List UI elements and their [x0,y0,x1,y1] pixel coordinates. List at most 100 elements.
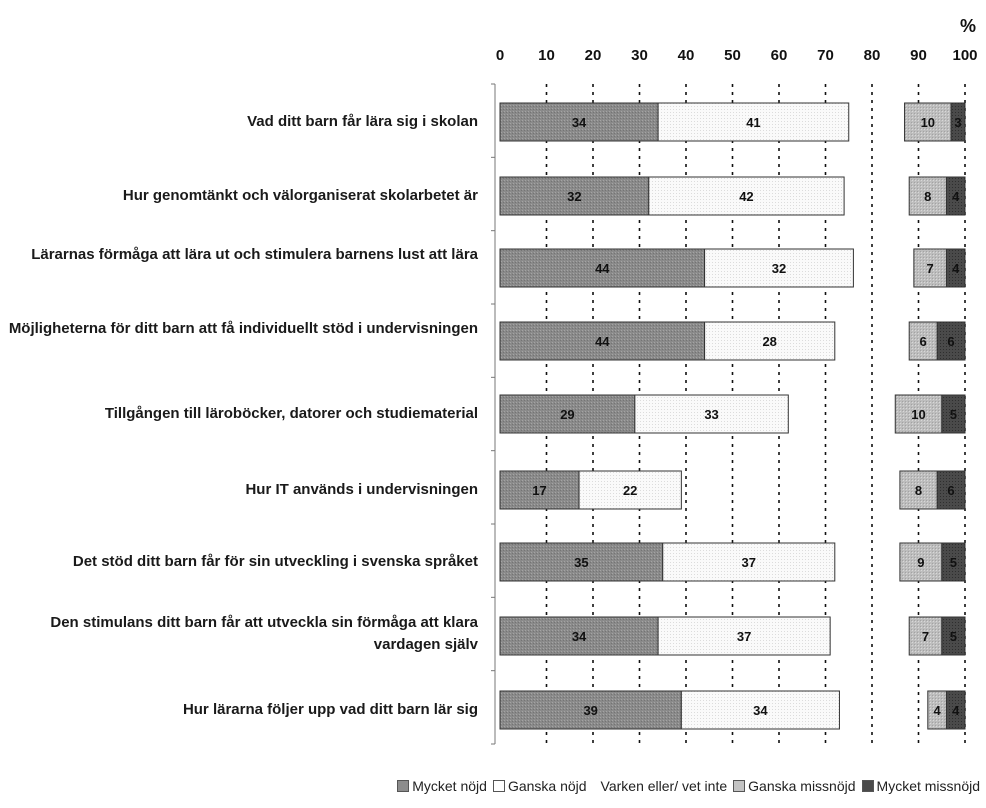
bar-segment [578,470,682,510]
bar-segment [662,542,836,582]
bar-segment [904,102,952,142]
category-label: Hur genomtänkt och välorganiserat skolar… [122,187,478,204]
bar-segment [499,470,580,510]
category-label: Möjligheterna för ditt barn att få indiv… [8,320,478,337]
bar-segment [680,690,840,730]
category-label: Vad ditt barn får lära sig i skolan [247,113,478,130]
x-tick-label: 70 [817,47,834,64]
bar-segment [894,394,943,434]
data-label: 8 [924,189,931,204]
bar-segment [657,102,850,142]
legend-swatch [733,780,746,792]
x-tick-label: 10 [538,47,555,64]
bar-segment [634,394,789,434]
legend-swatch [397,780,410,792]
bar-segment [704,321,836,361]
legend-label: Varken eller/ vet inte [600,778,728,794]
bar-segment [908,176,947,216]
x-tick-label: 20 [585,47,602,64]
data-label: 44 [595,334,610,349]
data-label: 5 [950,407,957,422]
data-label: 4 [933,703,941,718]
legend-label: Ganska missnöjd [748,778,856,794]
data-label: 41 [746,115,760,130]
x-tick-label: 0 [496,47,504,64]
x-tick-label: 60 [771,47,788,64]
data-label: 3 [954,115,961,130]
category-label: Hur lärarna följer upp vad ditt barn lär… [182,701,478,718]
x-tick-label: 50 [724,47,741,64]
category-label: Den stimulans ditt barn får att utveckla… [50,614,478,653]
legend-label: Mycket nöjd [412,778,487,794]
data-label: 35 [574,555,588,570]
data-label: 34 [753,703,768,718]
legend-item: Ganska missnöjd [733,778,856,794]
data-label: 4 [952,189,960,204]
bar-segment [936,321,966,361]
legend-label: Ganska nöjd [507,778,587,794]
bar-segment [908,616,943,656]
data-label: 39 [583,703,597,718]
x-tick-label: 100 [952,47,977,64]
data-label: 8 [915,483,922,498]
x-tick-label: 80 [864,47,881,64]
data-label: 37 [742,555,756,570]
data-label: 6 [947,483,954,498]
legend-swatch [492,780,505,792]
bar-segment [936,470,966,510]
bar-segment [899,542,943,582]
data-label: 4 [952,703,960,718]
bar-segment [704,248,854,288]
bar-segment [499,394,636,434]
legend-item: Ganska nöjd [492,778,587,794]
category-label: Tillgången till läroböcker, datorer och … [104,405,478,422]
data-label: 4 [952,261,960,276]
data-label: 6 [947,334,954,349]
data-label: 33 [704,407,718,422]
legend-item: Mycket nöjd [397,778,487,794]
data-label: 5 [950,629,957,644]
data-label: 28 [762,334,776,349]
data-label: 7 [927,261,934,276]
x-tick-label: 90 [910,47,927,64]
x-tick-label: 40 [678,47,695,64]
bar-segment [499,248,706,288]
data-label: 9 [917,555,924,570]
unit-label: % [960,16,977,36]
data-label: 6 [920,334,927,349]
data-label: 37 [737,629,751,644]
bar-segment [499,321,706,361]
legend-item: Mycket missnöjd [861,778,980,794]
bar-segment [499,690,682,730]
category-label: Hur IT används i undervisningen [245,481,478,498]
bar-segment [913,248,947,288]
data-label: 29 [560,407,574,422]
bar-segment [648,176,845,216]
bar-segment [499,542,664,582]
bar-segment [657,616,831,656]
category-label: Det stöd ditt barn får för sin utvecklin… [72,553,478,570]
category-label: Lärarnas förmåga att lära ut och stimule… [31,246,478,263]
data-label: 32 [772,261,786,276]
data-label: 10 [911,407,925,422]
x-tick-label: 30 [631,47,648,64]
data-label: 22 [623,483,637,498]
data-label: 32 [567,189,581,204]
legend-item: Varken eller/ vet inte [601,778,728,794]
data-label: 10 [921,115,935,130]
data-label: 17 [532,483,546,498]
data-label: 7 [922,629,929,644]
data-label: 34 [572,629,587,644]
bar-segment [927,690,947,730]
data-label: 5 [950,555,957,570]
legend: Mycket nöjd Ganska nöjd Varken eller/ vet … [300,778,980,794]
bar-segment [908,321,938,361]
legend-swatch [861,780,874,792]
data-label: 34 [572,115,587,130]
data-label: 44 [595,261,610,276]
data-label: 42 [739,189,753,204]
x-axis: 0 10 20 30 40 50 60 70 80 90 100 [491,47,978,745]
